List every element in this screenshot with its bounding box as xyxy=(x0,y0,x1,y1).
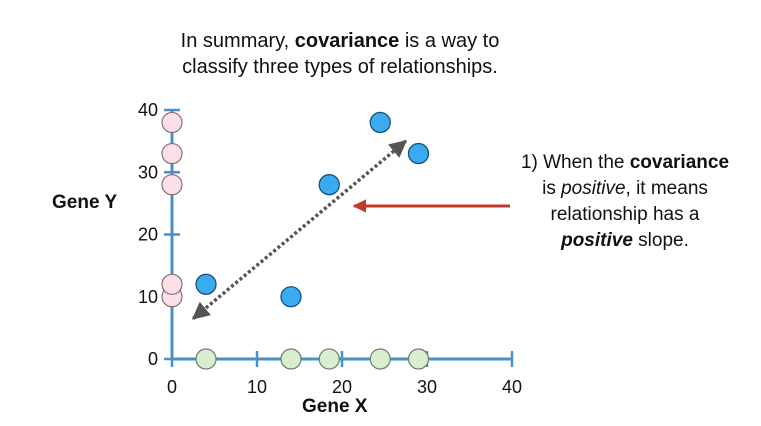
x-tick-label: 20 xyxy=(332,377,352,397)
callout-line-1a: 1) When the xyxy=(520,152,630,173)
x-projection-dot xyxy=(369,348,391,370)
headline-text-1: In summary, xyxy=(180,30,295,52)
axes xyxy=(170,110,512,361)
callout-term: covariance xyxy=(629,152,730,173)
data-point xyxy=(318,174,340,196)
callout-line-4b: slope. xyxy=(632,230,689,251)
trend-arrow xyxy=(191,139,408,320)
x-tick-label: 0 xyxy=(167,377,177,397)
y-projection-dot xyxy=(161,142,183,165)
x-projection-dot xyxy=(195,348,217,370)
y-tick-label: 40 xyxy=(138,100,158,120)
ticks: 0 10 20 30 40 0 10 20 30 40 xyxy=(138,100,522,397)
data-point xyxy=(369,111,391,134)
callout-emph-2: positive xyxy=(561,230,633,251)
y-projection-dot xyxy=(161,174,183,196)
x-projection-dot xyxy=(280,348,302,370)
y-tick-label: 10 xyxy=(138,287,158,307)
headline-term: covariance xyxy=(294,30,400,52)
headline-text-3: classify three types of relationships. xyxy=(182,56,498,78)
x-tick-label: 40 xyxy=(502,377,522,397)
callout-line-2c: , it means xyxy=(625,178,708,199)
data-point xyxy=(407,142,430,165)
data-point xyxy=(195,273,217,295)
data-points xyxy=(195,111,430,308)
x-tick-label: 10 xyxy=(247,377,267,397)
headline-text-2: is a way to xyxy=(399,30,500,52)
y-axis-label: Gene Y xyxy=(52,192,118,213)
callout-emph: positive xyxy=(561,178,626,199)
y-tick-label: 30 xyxy=(138,162,158,182)
x-axis-label: Gene X xyxy=(302,396,368,417)
trend-line xyxy=(191,139,408,320)
x-projection-dot xyxy=(318,348,340,370)
data-point xyxy=(280,286,302,308)
callout-text: 1) When the covariance is positive, it m… xyxy=(500,150,750,254)
x-tick-label: 30 xyxy=(417,377,437,397)
y-tick-label: 0 xyxy=(148,349,158,369)
y-projection-dot xyxy=(161,273,183,295)
y-projection-dot xyxy=(161,111,183,134)
callout-line-2a: is xyxy=(542,178,562,199)
axis-projections xyxy=(161,111,430,370)
x-projection-dot xyxy=(407,348,430,370)
headline: In summary, covariance is a way to class… xyxy=(120,28,560,80)
callout-line-3: relationship has a xyxy=(550,204,700,225)
y-tick-label: 20 xyxy=(138,225,158,245)
